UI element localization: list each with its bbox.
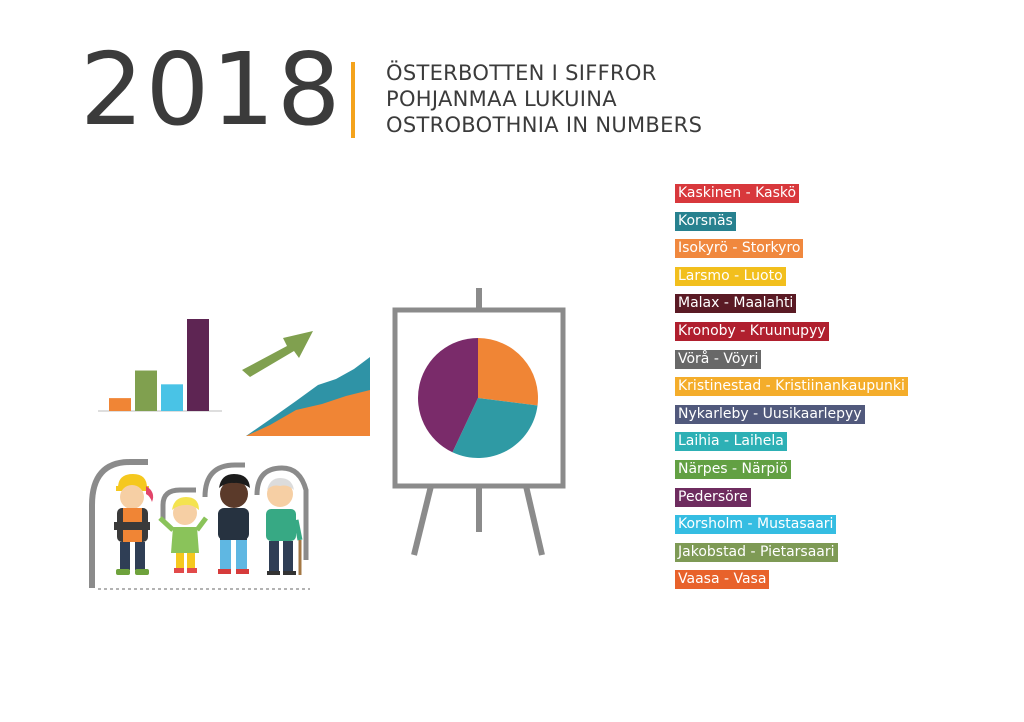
legend-item: Korsnäs: [675, 211, 736, 231]
legend-item: Kaskinen - Kaskö: [675, 184, 800, 203]
legend-item: Nykarleby - Uusikaarlepyy: [675, 404, 865, 424]
adult-figure: [218, 474, 250, 574]
bar-chart-icon: [98, 319, 222, 412]
growth-arrow-icon: [242, 331, 313, 377]
pie-chart-icon: [418, 338, 538, 458]
title-block: ÖSTERBOTTEN I SIFFROR POHJANMAA LUKUINA …: [386, 60, 702, 138]
legend-item: Pedersöre: [675, 487, 751, 507]
bar-icon-bar: [161, 384, 183, 411]
legend-item: Kristinestad - Kristiinankaupunki: [675, 377, 908, 397]
legend-item: Malax - Maalahti: [675, 294, 797, 314]
legend-item: Larsmo - Luoto: [675, 266, 786, 286]
legend-item: Isokyrö - Storkyro: [675, 239, 804, 259]
bar-icon-bar: [187, 319, 209, 411]
area-chart-icon: [246, 357, 370, 436]
title-finnish: POHJANMAA LUKUINA: [386, 87, 617, 111]
legend-item: Vörå - Vöyri: [675, 349, 762, 369]
title-swedish: ÖSTERBOTTEN I SIFFROR: [386, 61, 657, 85]
pie-icon-slice: [478, 338, 538, 406]
pie-icon-slice: [452, 398, 538, 458]
legend-item: Närpes - Närpiö: [675, 459, 791, 479]
bar-icon-bar: [135, 370, 157, 411]
bar-icon-bar: [109, 398, 131, 411]
child-figure: [158, 497, 208, 573]
legend-item: Kronoby - Kruunupyy: [675, 321, 829, 341]
people-illustration: [89, 459, 310, 590]
legend-item: Vaasa - Vasa: [675, 570, 770, 590]
worker-figure: [114, 474, 154, 575]
legend-item: Jakobstad - Pietarsaari: [675, 542, 838, 562]
municipality-legend: Kaskinen - Kaskö Korsnäs Isokyrö - Storkyr…: [675, 184, 908, 598]
elder-figure: [266, 478, 303, 575]
title-divider: [351, 62, 355, 138]
legend-item: Korsholm - Mustasaari: [675, 515, 837, 535]
legend-item: Laihia - Laihela: [675, 432, 787, 452]
title-english: OSTROBOTHNIA IN NUMBERS: [386, 113, 703, 137]
year-heading: 2018: [80, 31, 343, 148]
pie-icon-slice: [418, 338, 478, 453]
